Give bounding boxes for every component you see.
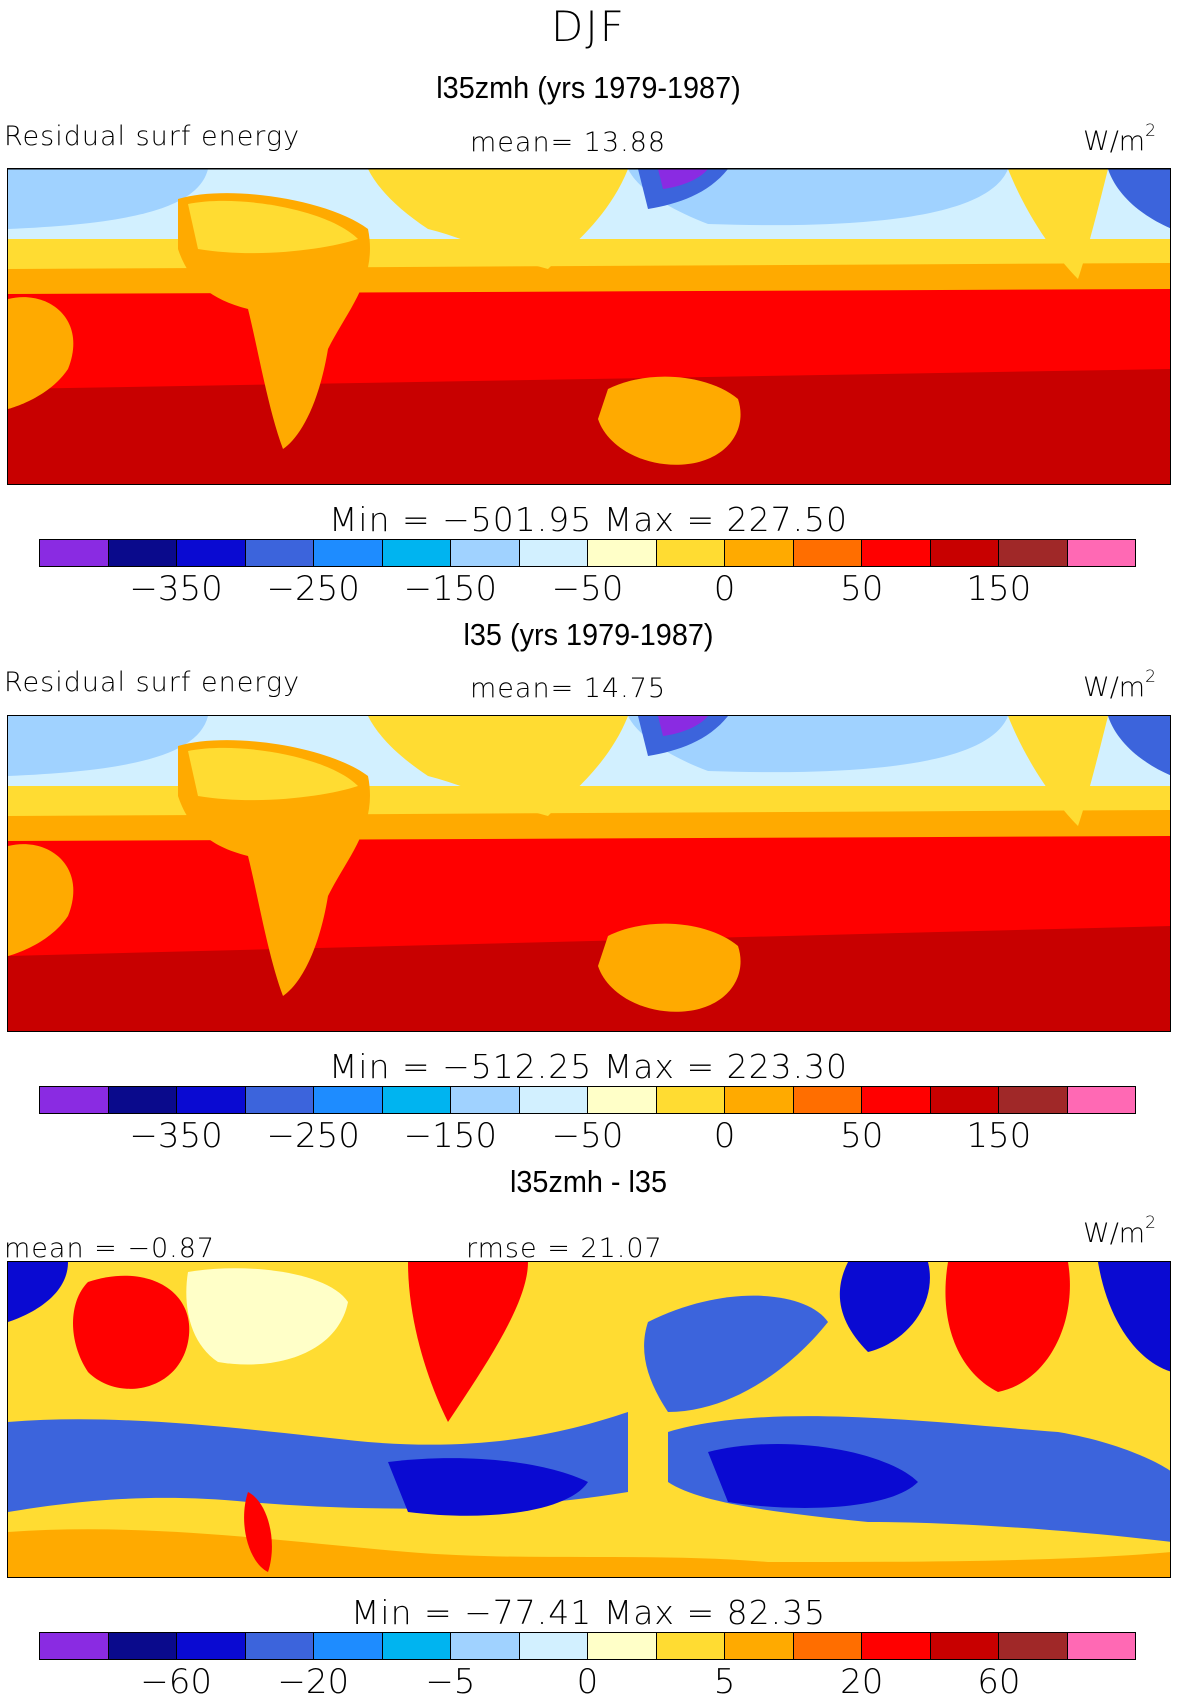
colorbar-swatch	[1067, 1633, 1135, 1659]
colorbar-swatch	[245, 540, 314, 566]
panel-3-mean-label: mean = −0.87	[4, 1233, 216, 1264]
colorbar-tick-label: −350	[129, 1116, 223, 1156]
panel-2-variable-label: Residual surf energy	[4, 667, 301, 698]
colorbar-tick-label: −20	[277, 1662, 350, 1702]
colorbar-swatch	[314, 1633, 383, 1659]
colorbar-swatch	[108, 1087, 177, 1113]
colorbar-swatch	[588, 1633, 657, 1659]
panel-2-title: l35 (yrs 1979-1987)	[463, 617, 714, 652]
colorbar-swatch	[245, 1633, 314, 1659]
colorbar-swatch	[862, 540, 931, 566]
colorbar-swatch	[1067, 540, 1135, 566]
colorbar-swatch	[451, 1633, 520, 1659]
colorbar-swatch	[999, 540, 1068, 566]
panel-3-minmax: Min = −77.41 Max = 82.35	[350, 1593, 827, 1632]
colorbar-tick-label: −350	[129, 569, 223, 609]
panel-1-units: W/m2	[1083, 121, 1156, 157]
panel-2-mean-label: mean= 14.75	[470, 673, 667, 704]
colorbar-tick-label: −250	[266, 569, 360, 609]
colorbar-tick-label: 0	[576, 1662, 599, 1702]
panel-1-colorbar	[39, 539, 1136, 567]
panel-1-colorbar-ticks: −350 −250 −150 −50 0 50 150	[0, 569, 1177, 609]
colorbar-tick-label: 20	[840, 1662, 884, 1702]
panel-3-title: l35zmh - l35	[509, 1164, 668, 1199]
colorbar-swatch	[382, 1633, 451, 1659]
colorbar-swatch	[40, 1633, 109, 1659]
colorbar-swatch	[656, 1633, 725, 1659]
colorbar-swatch	[725, 1087, 794, 1113]
colorbar-tick-label: 0	[713, 569, 736, 609]
colorbar-tick-label: 50	[840, 569, 884, 609]
colorbar-swatch	[793, 540, 862, 566]
colorbar-swatch	[930, 1633, 999, 1659]
colorbar-swatch	[314, 1087, 383, 1113]
colorbar-swatch	[656, 1087, 725, 1113]
panel-3-units: W/m2	[1083, 1213, 1156, 1249]
panel-3-rmse-label: rmse = 21.07	[466, 1233, 663, 1264]
colorbar-swatch	[519, 1087, 588, 1113]
panel-1-map	[7, 168, 1171, 485]
colorbar-swatch	[314, 540, 383, 566]
colorbar-swatch	[108, 1633, 177, 1659]
colorbar-swatch	[451, 540, 520, 566]
colorbar-swatch	[1067, 1087, 1135, 1113]
colorbar-swatch	[108, 540, 177, 566]
colorbar-swatch	[725, 540, 794, 566]
colorbar-tick-label: −250	[266, 1116, 360, 1156]
colorbar-swatch	[177, 540, 246, 566]
colorbar-tick-label: −150	[403, 569, 498, 609]
colorbar-swatch	[382, 1087, 451, 1113]
colorbar-swatch	[177, 1633, 246, 1659]
colorbar-tick-label: 5	[713, 1662, 736, 1702]
panel-1-title: l35zmh (yrs 1979-1987)	[436, 70, 741, 105]
panel-3-colorbar-ticks: −60 −20 −5 0 5 20 60	[0, 1662, 1177, 1702]
colorbar-swatch	[793, 1633, 862, 1659]
colorbar-swatch	[177, 1087, 246, 1113]
colorbar-swatch	[519, 540, 588, 566]
colorbar-tick-label: −60	[140, 1662, 213, 1702]
colorbar-swatch	[40, 540, 109, 566]
colorbar-swatch	[930, 540, 999, 566]
colorbar-swatch	[656, 540, 725, 566]
colorbar-tick-label: 50	[840, 1116, 884, 1156]
colorbar-tick-label: −50	[551, 569, 624, 609]
colorbar-tick-label: −50	[551, 1116, 624, 1156]
colorbar-tick-label: 0	[713, 1116, 736, 1156]
colorbar-swatch	[999, 1633, 1068, 1659]
colorbar-tick-label: 150	[966, 1116, 1032, 1156]
panel-2-map	[7, 715, 1171, 1032]
colorbar-tick-label: −150	[403, 1116, 498, 1156]
panel-2-units: W/m2	[1083, 667, 1156, 703]
panel-2-minmax: Min = −512.25 Max = 223.30	[328, 1047, 849, 1086]
colorbar-tick-label: 60	[977, 1662, 1021, 1702]
panel-1-variable-label: Residual surf energy	[4, 121, 301, 152]
colorbar-swatch	[930, 1087, 999, 1113]
colorbar-swatch	[245, 1087, 314, 1113]
colorbar-swatch	[725, 1633, 794, 1659]
colorbar-swatch	[588, 540, 657, 566]
colorbar-tick-label: 150	[966, 569, 1032, 609]
colorbar-swatch	[588, 1087, 657, 1113]
colorbar-swatch	[793, 1087, 862, 1113]
colorbar-swatch	[519, 1633, 588, 1659]
colorbar-tick-label: −5	[425, 1662, 476, 1702]
panel-2-colorbar-ticks: −350 −250 −150 −50 0 50 150	[0, 1116, 1177, 1156]
colorbar-swatch	[862, 1087, 931, 1113]
panel-2-colorbar	[39, 1086, 1136, 1114]
panel-1-mean-label: mean= 13.88	[470, 127, 667, 158]
panel-3-map	[7, 1261, 1171, 1578]
panel-3-colorbar	[39, 1632, 1136, 1660]
colorbar-swatch	[862, 1633, 931, 1659]
colorbar-swatch	[40, 1087, 109, 1113]
colorbar-swatch	[451, 1087, 520, 1113]
panel-1-minmax: Min = −501.95 Max = 227.50	[328, 500, 849, 539]
colorbar-swatch	[382, 540, 451, 566]
season-title: DJF	[551, 2, 626, 51]
colorbar-swatch	[999, 1087, 1068, 1113]
